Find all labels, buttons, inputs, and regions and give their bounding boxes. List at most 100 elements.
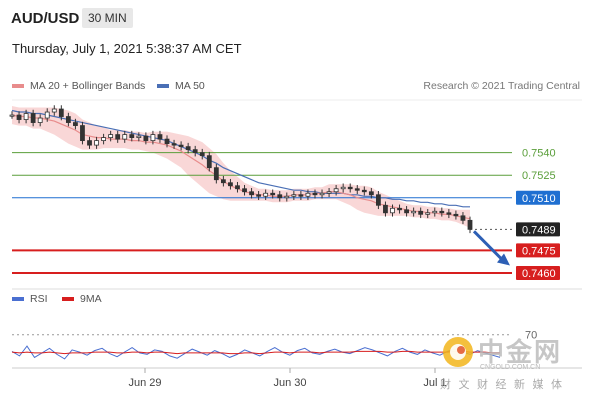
rsi-70-label: 70 [525,330,537,342]
legend-rsi-label: RSI [30,293,48,305]
rsi-line [11,345,501,360]
level-label-bg-3 [516,222,560,237]
x-tick-label-1: Jun 30 [273,377,306,389]
legend-ma50-label: MA 50 [175,80,205,92]
candle-body-62 [446,212,452,215]
timestamp: Thursday, July 1, 2021 5:38:37 AM CET [12,41,242,56]
candle-body-56 [404,209,409,214]
forecast-arrow-head [497,253,510,266]
candle-body-8 [65,116,71,123]
candle-body-3 [30,113,36,123]
candle-body-59 [425,212,431,215]
candle-body-37 [270,192,276,196]
candle-body-52 [375,194,381,206]
candle-body-24 [178,144,184,148]
candle-body-9 [73,122,78,126]
candle-body-2 [23,113,29,120]
candle-body-35 [256,194,262,197]
level-label-bg-2 [516,190,560,205]
candle-body-25 [185,146,191,151]
candle-body-46 [333,188,339,193]
candle-body-58 [418,210,424,215]
candle-body-41 [298,194,304,197]
forecast-arrow-shaft [472,230,506,263]
candle-body-7 [58,108,64,117]
candle-body-18 [136,135,142,139]
candle-body-11 [87,140,92,146]
candle-body-14 [108,134,114,139]
ma20-swatch [12,84,24,88]
candle-body-33 [242,188,247,193]
candle-body-30 [220,179,226,184]
x-tick-label-0: Jun 29 [128,377,161,389]
watermark: 中金网 CNGOLD.COM.CN 财 文 财 经 新 媒 体 [440,330,585,392]
candle-body-40 [291,194,297,197]
candle-body-4 [37,117,43,123]
watermark-logo-icon [443,337,473,367]
level-label-3: 0.7489 [522,224,556,236]
candle-body-0 [9,114,15,117]
candle-body-50 [361,189,367,193]
candle-body-15 [115,134,121,140]
candle-body-51 [368,191,374,196]
candle-body-55 [397,207,402,211]
candle-body-36 [263,192,269,197]
legend-rsi-ma-label: 9MA [80,293,102,305]
timeframe-badge[interactable]: 30 MIN [82,8,133,28]
legend-rsi-ma: 9MA [62,293,102,305]
candle-body-48 [347,186,353,190]
level-label-bg-4 [516,243,560,258]
candle-body-34 [249,191,254,196]
legend-ma20-label: MA 20 + Bollinger Bands [30,80,146,92]
candle-body-44 [319,192,325,196]
rsi-ma-line [11,350,500,355]
candle-body-29 [213,167,219,181]
candle-body-13 [101,137,106,142]
level-label-bg-5 [516,265,560,280]
candle-body-63 [453,213,459,217]
ma50-line [11,109,470,208]
candle-body-38 [277,194,283,199]
candle-body-22 [164,138,170,145]
candle-body-10 [80,125,85,142]
candle-body-12 [94,140,99,146]
candle-body-16 [122,134,128,140]
candle-body-42 [305,192,311,197]
level-label-0: 0.7540 [522,148,556,160]
candle-body-65 [467,219,473,230]
watermark-sub: CNGOLD.COM.CN [480,364,541,371]
candle-body-20 [150,134,156,142]
symbol-title: AUD/USD [11,10,80,27]
candle-body-31 [228,182,233,187]
candle-body-60 [432,210,438,214]
candle-body-54 [390,207,395,214]
candle-body-53 [383,204,388,214]
candle-body-5 [44,111,50,119]
candle-body-49 [354,188,360,191]
candle-body-45 [326,191,332,194]
candle-body-27 [199,152,205,157]
legend-ma20: MA 20 + Bollinger Bands [12,80,145,92]
level-label-1: 0.7525 [522,170,556,182]
candle-body-57 [411,210,417,214]
rsi-swatch [12,297,24,301]
x-tick-label-2: Jul 1 [423,377,446,389]
rsi-ma-swatch [62,297,74,301]
ma50-swatch [157,84,169,88]
candle-body-64 [460,215,466,221]
credit-text: Research © 2021 Trading Central [423,80,580,92]
candle-body-1 [16,114,22,120]
candle-body-28 [206,155,212,169]
watermark-tagline: 财 文 财 经 新 媒 体 [440,378,564,391]
candle-body-43 [312,192,318,196]
candle-body-21 [157,134,163,140]
legend-rsi: RSI [12,293,48,305]
level-label-5: 0.7460 [522,268,556,280]
ma20-line [11,114,471,220]
candle-body-32 [235,185,240,190]
legend-ma50: MA 50 [157,80,205,92]
watermark-text: 中金网 [478,338,563,368]
level-label-2: 0.7510 [522,193,556,205]
